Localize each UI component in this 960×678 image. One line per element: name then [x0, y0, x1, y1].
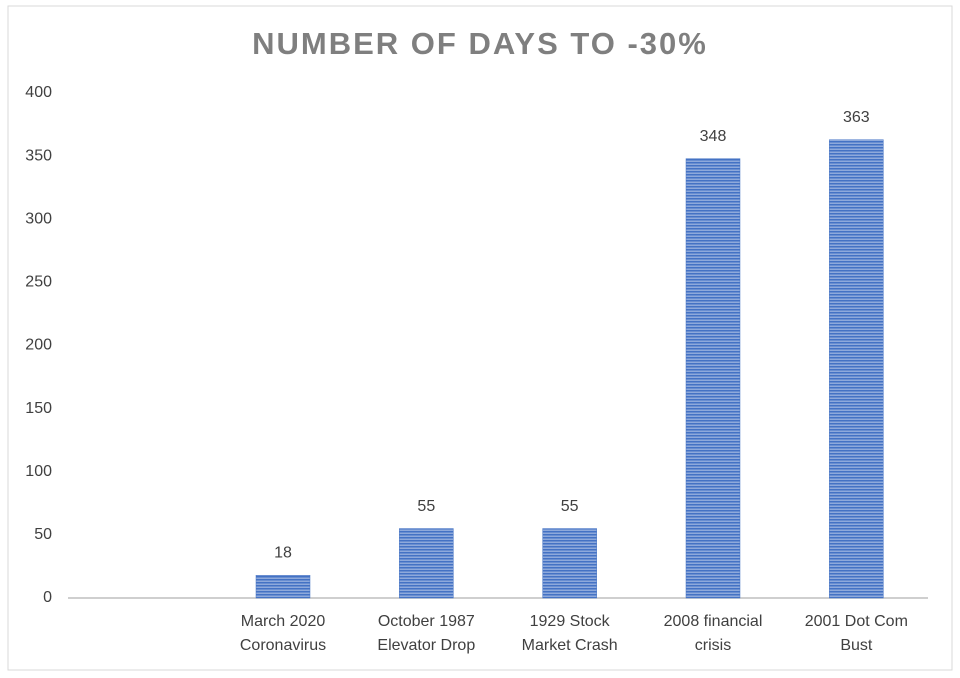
- x-tick-label: 2008 financial crisis: [663, 613, 763, 654]
- data-label: 348: [700, 128, 727, 145]
- chart-title: NUMBER OF DAYS TO -30%: [252, 26, 708, 61]
- bar: [542, 528, 597, 599]
- y-tick-label: 300: [25, 210, 52, 227]
- data-label: 55: [561, 498, 579, 515]
- data-label: 55: [417, 498, 435, 515]
- x-tick-label: October 1987 Elevator Drop: [377, 613, 476, 654]
- y-tick-label: 100: [25, 463, 52, 480]
- y-tick-label: 50: [34, 526, 52, 543]
- bar: [255, 575, 311, 599]
- y-tick-label: 150: [25, 400, 52, 417]
- y-tick-label: 0: [43, 589, 52, 606]
- data-label: 363: [843, 109, 870, 126]
- bar: [829, 139, 884, 599]
- y-tick-label: 250: [25, 274, 52, 291]
- x-tick-label: 2001 Dot Com Bust: [804, 613, 908, 654]
- y-tick-label: 400: [25, 84, 52, 101]
- x-tick-label: March 2020 Coronavirus: [239, 613, 327, 654]
- y-tick-label: 200: [25, 337, 52, 354]
- data-label: 18: [274, 544, 292, 561]
- bar: [685, 158, 741, 599]
- y-tick-label: 350: [25, 147, 52, 164]
- bar: [399, 528, 454, 599]
- chart-border: [7, 5, 953, 671]
- x-tick-label: 1929 Stock Market Crash: [521, 613, 618, 654]
